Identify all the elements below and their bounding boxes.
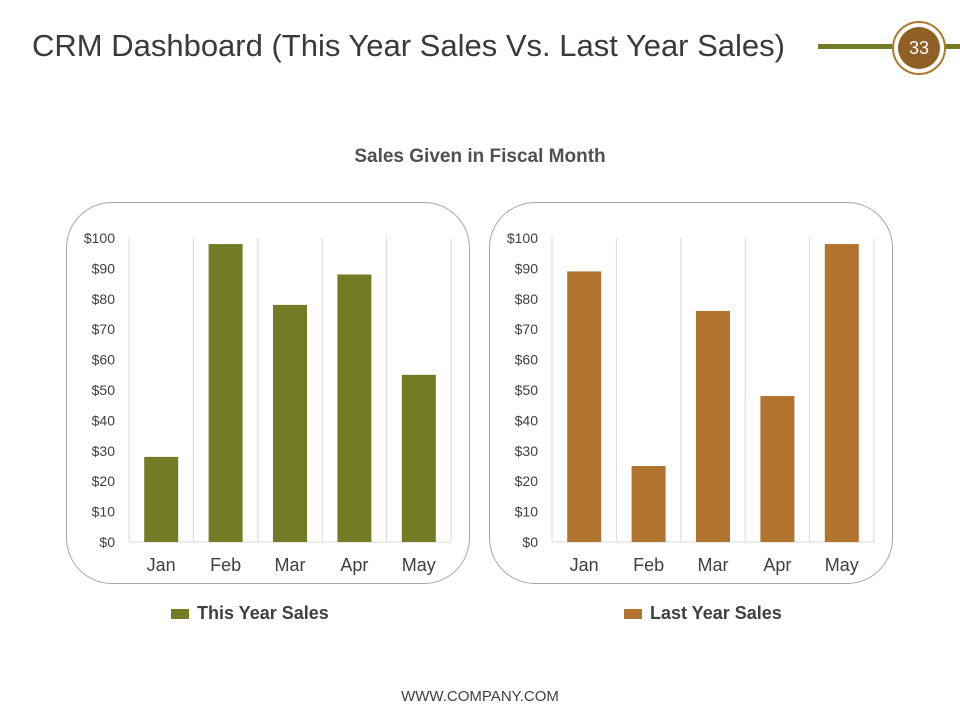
legend-label-this-year: This Year Sales xyxy=(197,603,329,623)
bar-may xyxy=(824,244,859,542)
x-tick-label: May xyxy=(402,555,436,575)
legend-swatch-this-year xyxy=(171,608,189,619)
y-tick-label: $40 xyxy=(515,412,539,428)
bar-may xyxy=(401,374,436,542)
y-tick-label: $80 xyxy=(92,291,116,307)
y-tick-label: $100 xyxy=(84,230,115,246)
bar-apr xyxy=(760,396,795,542)
x-tick-label: Feb xyxy=(210,555,241,575)
y-tick-label: $70 xyxy=(92,321,116,337)
bar-mar xyxy=(696,310,730,542)
bar-feb xyxy=(631,466,666,542)
this-year-chart-panel: $0 $10 $20 $30 $40 $50 $60 $70 $80 $90 $100 Jan Feb M… xyxy=(66,202,470,584)
x-tick-label: Jan xyxy=(147,555,176,575)
x-tick-label: Mar xyxy=(698,555,729,575)
last-year-chart-panel: $0 $10 $20 $30 $40 $50 $60 $70 $80 $90 $100 Jan Feb M… xyxy=(489,202,893,584)
y-tick-label: $50 xyxy=(92,382,116,398)
title-accent-line xyxy=(818,44,960,49)
legend-last-year: Last Year Sales xyxy=(624,603,782,624)
y-tick-label: $0 xyxy=(99,534,115,550)
x-tick-label: Mar xyxy=(275,555,306,575)
y-tick-label: $10 xyxy=(92,504,116,520)
y-tick-label: $20 xyxy=(515,473,539,489)
y-tick-label: $100 xyxy=(507,230,538,246)
legend-this-year: This Year Sales xyxy=(171,603,329,624)
x-tick-label: Apr xyxy=(340,555,368,575)
x-tick-label: Apr xyxy=(763,555,791,575)
bar-apr xyxy=(337,274,372,542)
y-tick-label: $40 xyxy=(92,412,116,428)
bar-mar xyxy=(273,304,307,542)
bar-feb xyxy=(208,244,243,542)
x-tick-label: Feb xyxy=(633,555,664,575)
y-tick-label: $70 xyxy=(515,321,539,337)
last-year-sales-chart: $0 $10 $20 $30 $40 $50 $60 $70 $80 $90 $100 Jan Feb M… xyxy=(507,230,875,575)
y-tick-label: $20 xyxy=(92,473,116,489)
y-tick-label: $60 xyxy=(92,352,116,368)
y-tick-label: $10 xyxy=(515,504,539,520)
legend-label-last-year: Last Year Sales xyxy=(650,603,782,623)
legend-swatch-last-year xyxy=(624,608,642,619)
page-number: 33 xyxy=(898,27,940,69)
page-number-badge: 33 xyxy=(892,21,946,75)
footer-url: WWW.COMPANY.COM xyxy=(401,688,559,705)
slide-title: CRM Dashboard (This Year Sales Vs. Last … xyxy=(32,28,785,63)
y-tick-label: $30 xyxy=(92,443,116,459)
y-tick-label: $60 xyxy=(515,352,539,368)
chart-title: Sales Given in Fiscal Month xyxy=(354,146,606,167)
x-tick-label: May xyxy=(825,555,859,575)
y-tick-label: $50 xyxy=(515,382,539,398)
bar-jan xyxy=(567,271,602,542)
y-tick-label: $0 xyxy=(522,534,538,550)
y-tick-label: $30 xyxy=(515,443,539,459)
bar-jan xyxy=(144,456,179,542)
y-tick-label: $90 xyxy=(515,260,539,276)
y-tick-label: $80 xyxy=(515,291,539,307)
x-tick-label: Jan xyxy=(570,555,599,575)
this-year-sales-chart: $0 $10 $20 $30 $40 $50 $60 $70 $80 $90 $100 Jan Feb M… xyxy=(84,230,452,575)
y-tick-label: $90 xyxy=(92,260,116,276)
